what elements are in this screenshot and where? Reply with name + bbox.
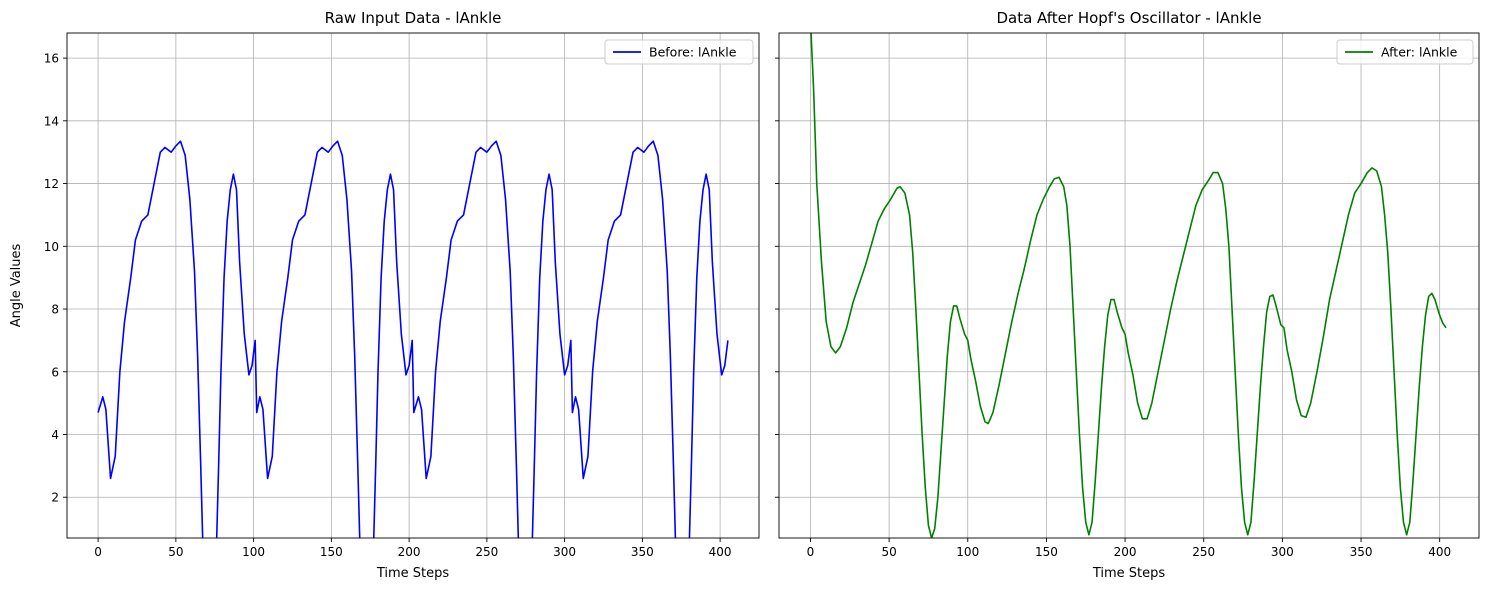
chart-0-x-tick-label: 300 — [553, 545, 576, 559]
chart-1-legend: After: lAnkle — [1336, 39, 1474, 65]
chart-0-y-tick-label: 6 — [51, 365, 59, 379]
chart-0-x-tick-label: 200 — [398, 545, 421, 559]
chart-1-x-tick-label: 300 — [1271, 545, 1294, 559]
chart-1-x-tick-label: 0 — [807, 545, 815, 559]
chart-0-y-tick-label: 10 — [44, 240, 59, 254]
chart-0-x-tick-label: 150 — [320, 545, 343, 559]
chart-0-x-axis-label: Time Steps — [376, 566, 450, 581]
chart-0-y-tick-label: 2 — [51, 491, 59, 505]
chart-1-plot-frame — [778, 32, 1480, 539]
chart-1-series-line — [810, 33, 1447, 538]
chart-1-title: Data After Hopf's Oscillator - lAnkle — [996, 9, 1261, 27]
chart-1-x-tick-label: 400 — [1428, 545, 1451, 559]
chart-0-x-tick-label: 350 — [631, 545, 654, 559]
chart-1-x-tick-label: 200 — [1114, 545, 1137, 559]
chart-1-legend-label: After: lAnkle — [1381, 45, 1458, 60]
chart-0-y-axis-label: Angle Values — [9, 243, 24, 327]
chart-0-plot-frame — [66, 32, 760, 539]
chart-1-x-tick-label: 350 — [1350, 545, 1373, 559]
chart-0-x-tick-label: 100 — [242, 545, 265, 559]
chart-0-y-tick-label: 8 — [51, 303, 59, 317]
chart-0-x-tick-label: 400 — [709, 545, 732, 559]
chart-1-legend-box — [1336, 39, 1474, 65]
chart-0-legend-label: Before: lAnkle — [649, 45, 737, 60]
chart-1-x-tick-label: 150 — [1035, 545, 1058, 559]
chart-0-title: Raw Input Data - lAnkle — [325, 9, 502, 27]
chart-0-legend: Before: lAnkle — [604, 39, 754, 65]
chart-1-x-tick-label: 100 — [956, 545, 979, 559]
chart-1-x-tick-label: 50 — [881, 545, 896, 559]
chart-0-y-tick-label: 14 — [44, 114, 59, 128]
chart-0-y-tick-label: 4 — [51, 428, 59, 442]
chart-0-series-line — [97, 140, 729, 538]
chart-0-legend-box — [604, 39, 754, 65]
chart-1-x-axis-label: Time Steps — [1092, 566, 1166, 581]
chart-0-x-tick-label: 50 — [168, 545, 183, 559]
chart-1-x-tick-label: 250 — [1192, 545, 1215, 559]
chart-0-x-tick-label: 250 — [475, 545, 498, 559]
chart-0-x-tick-label: 0 — [94, 545, 102, 559]
chart-0-y-tick-label: 16 — [44, 52, 59, 66]
left-chart-panel: 0 50 100 150 200 250 300 350 400 2 4 6 8 10 12 14 16 Raw … — [9, 9, 760, 581]
chart-0-y-tick-label: 12 — [44, 177, 59, 191]
right-chart-panel: 0 50 100 150 200 250 300 350 400 Data After Hopf'… — [775, 9, 1480, 581]
